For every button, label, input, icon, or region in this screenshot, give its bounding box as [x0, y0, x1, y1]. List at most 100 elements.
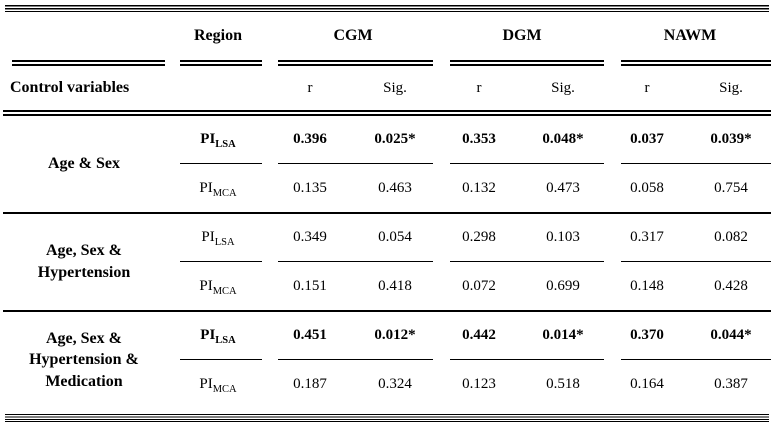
cell-cgm-sig: 0.054 [378, 229, 412, 245]
group-label: Age, Sex & Hypertension [0, 214, 168, 310]
cell-cgm-sig: 0.012* [374, 327, 416, 343]
group-divider [3, 212, 771, 214]
header-nawm-sig: Sig. [719, 79, 743, 96]
cell-cgm-sig: 0.025* [374, 131, 416, 147]
table-row: PIMCA 0.135 0.463 0.132 0.473 0.058 0.75… [168, 165, 774, 212]
region-cell: PIMCA [199, 376, 237, 395]
table-row: PIMCA 0.151 0.418 0.072 0.699 0.148 0.42… [168, 263, 774, 310]
group-label-line: Hypertension & [29, 351, 139, 369]
divider-segment [278, 163, 433, 164]
group-age-sex-hypertension-medication: Age, Sex & Hypertension & Medication PIL… [0, 312, 774, 408]
divider-segment [180, 60, 262, 66]
header-cgm-sig: Sig. [383, 79, 407, 96]
header-region: Region [194, 27, 242, 44]
region-subscript: LSA [214, 237, 235, 248]
region-cell: PILSA [200, 327, 236, 346]
cell-dgm-r: 0.072 [462, 278, 496, 294]
divider-segment [278, 60, 433, 66]
cell-dgm-r: 0.298 [462, 229, 496, 245]
divider-segment [180, 261, 262, 262]
cell-dgm-sig: 0.518 [546, 376, 580, 392]
region-cell: PILSA [201, 229, 235, 248]
cell-cgm-r: 0.396 [293, 131, 327, 147]
cell-nawm-sig: 0.082 [714, 229, 748, 245]
cell-nawm-r: 0.058 [630, 180, 664, 196]
group-divider [3, 310, 771, 312]
cell-dgm-sig: 0.103 [546, 229, 580, 245]
cell-nawm-sig: 0.039* [710, 131, 752, 147]
group-label-line: Age, Sex & [46, 329, 122, 347]
cell-cgm-r: 0.135 [293, 180, 327, 196]
divider-segment [278, 359, 433, 360]
table-row: PIMCA 0.187 0.324 0.123 0.518 0.164 0.38… [168, 361, 774, 408]
region-cell: PIMCA [199, 278, 237, 297]
header-dgm-sig: Sig. [551, 79, 575, 96]
divider-segment [621, 359, 771, 360]
cell-dgm-r: 0.123 [462, 376, 496, 392]
row-divider [168, 359, 774, 361]
cell-nawm-sig: 0.044* [710, 327, 752, 343]
divider-segment [450, 261, 604, 262]
table-row: PILSA 0.396 0.025* 0.353 0.048* 0.037 0.… [168, 116, 774, 163]
divider-segment [180, 359, 262, 360]
region-subscript: MCA [212, 188, 237, 199]
cell-cgm-r: 0.151 [293, 278, 327, 294]
divider-segment [450, 163, 604, 164]
region-cell: PIMCA [199, 180, 237, 199]
header-divider [0, 60, 774, 66]
group-label: Age, Sex & Hypertension & Medication [0, 312, 168, 408]
group-age-sex: Age & Sex PILSA 0.396 0.025* 0.353 0.048… [0, 116, 774, 212]
header-nawm: NAWM [663, 27, 717, 44]
table-row: PILSA 0.451 0.012* 0.442 0.014* 0.370 0.… [168, 312, 774, 359]
group-age-sex-hypertension: Age, Sex & Hypertension PILSA 0.349 0.05… [0, 214, 774, 310]
row-divider [168, 163, 774, 165]
divider-segment [180, 163, 262, 164]
cell-nawm-r: 0.148 [630, 278, 664, 294]
cell-nawm-sig: 0.754 [714, 180, 748, 196]
cell-nawm-r: 0.037 [630, 131, 664, 147]
divider-segment [621, 163, 771, 164]
group-label-line: Hypertension [37, 264, 131, 281]
cell-dgm-r: 0.442 [462, 327, 496, 343]
group-label-line: Age, Sex & [46, 242, 122, 260]
cell-cgm-sig: 0.324 [378, 376, 412, 392]
table-top-border [5, 5, 769, 12]
cell-nawm-r: 0.370 [630, 327, 664, 343]
header-row-measures: Control variables r Sig. r Sig. r Sig. [0, 66, 774, 110]
region-cell: PILSA [200, 131, 236, 150]
divider-segment [450, 359, 604, 360]
divider-segment [621, 261, 771, 262]
header-cgm: CGM [333, 27, 373, 44]
header-dgm: DGM [502, 27, 542, 44]
divider-segment [450, 60, 604, 66]
region-subscript: LSA [215, 335, 236, 346]
cell-cgm-r: 0.451 [293, 327, 327, 343]
divider-segment [12, 60, 165, 66]
group-label-line: Medication [45, 372, 123, 390]
header-nawm-r: r [644, 79, 650, 96]
cell-cgm-sig: 0.463 [378, 180, 412, 196]
region-subscript: MCA [212, 286, 237, 297]
divider-segment [278, 261, 433, 262]
cell-dgm-sig: 0.699 [546, 278, 580, 294]
header-control-variables: Control variables [10, 79, 130, 96]
header-bottom-border [3, 110, 771, 116]
cell-dgm-sig: 0.048* [542, 131, 584, 147]
group-label: Age & Sex [0, 116, 168, 212]
cell-nawm-r: 0.317 [630, 229, 664, 245]
cell-nawm-sig: 0.387 [714, 376, 748, 392]
header-dgm-r: r [476, 79, 482, 96]
cell-dgm-r: 0.132 [462, 180, 496, 196]
cell-nawm-r: 0.164 [630, 376, 664, 392]
row-divider [168, 261, 774, 263]
group-label-line: Age & Sex [48, 155, 120, 173]
cell-nawm-sig: 0.428 [714, 278, 748, 294]
divider-segment [621, 60, 771, 66]
cell-cgm-r: 0.187 [293, 376, 327, 392]
cell-dgm-sig: 0.473 [546, 180, 580, 196]
cell-cgm-sig: 0.418 [378, 278, 412, 294]
table-bottom-border [5, 414, 769, 422]
cell-cgm-r: 0.349 [293, 229, 327, 245]
header-cgm-r: r [307, 79, 313, 96]
